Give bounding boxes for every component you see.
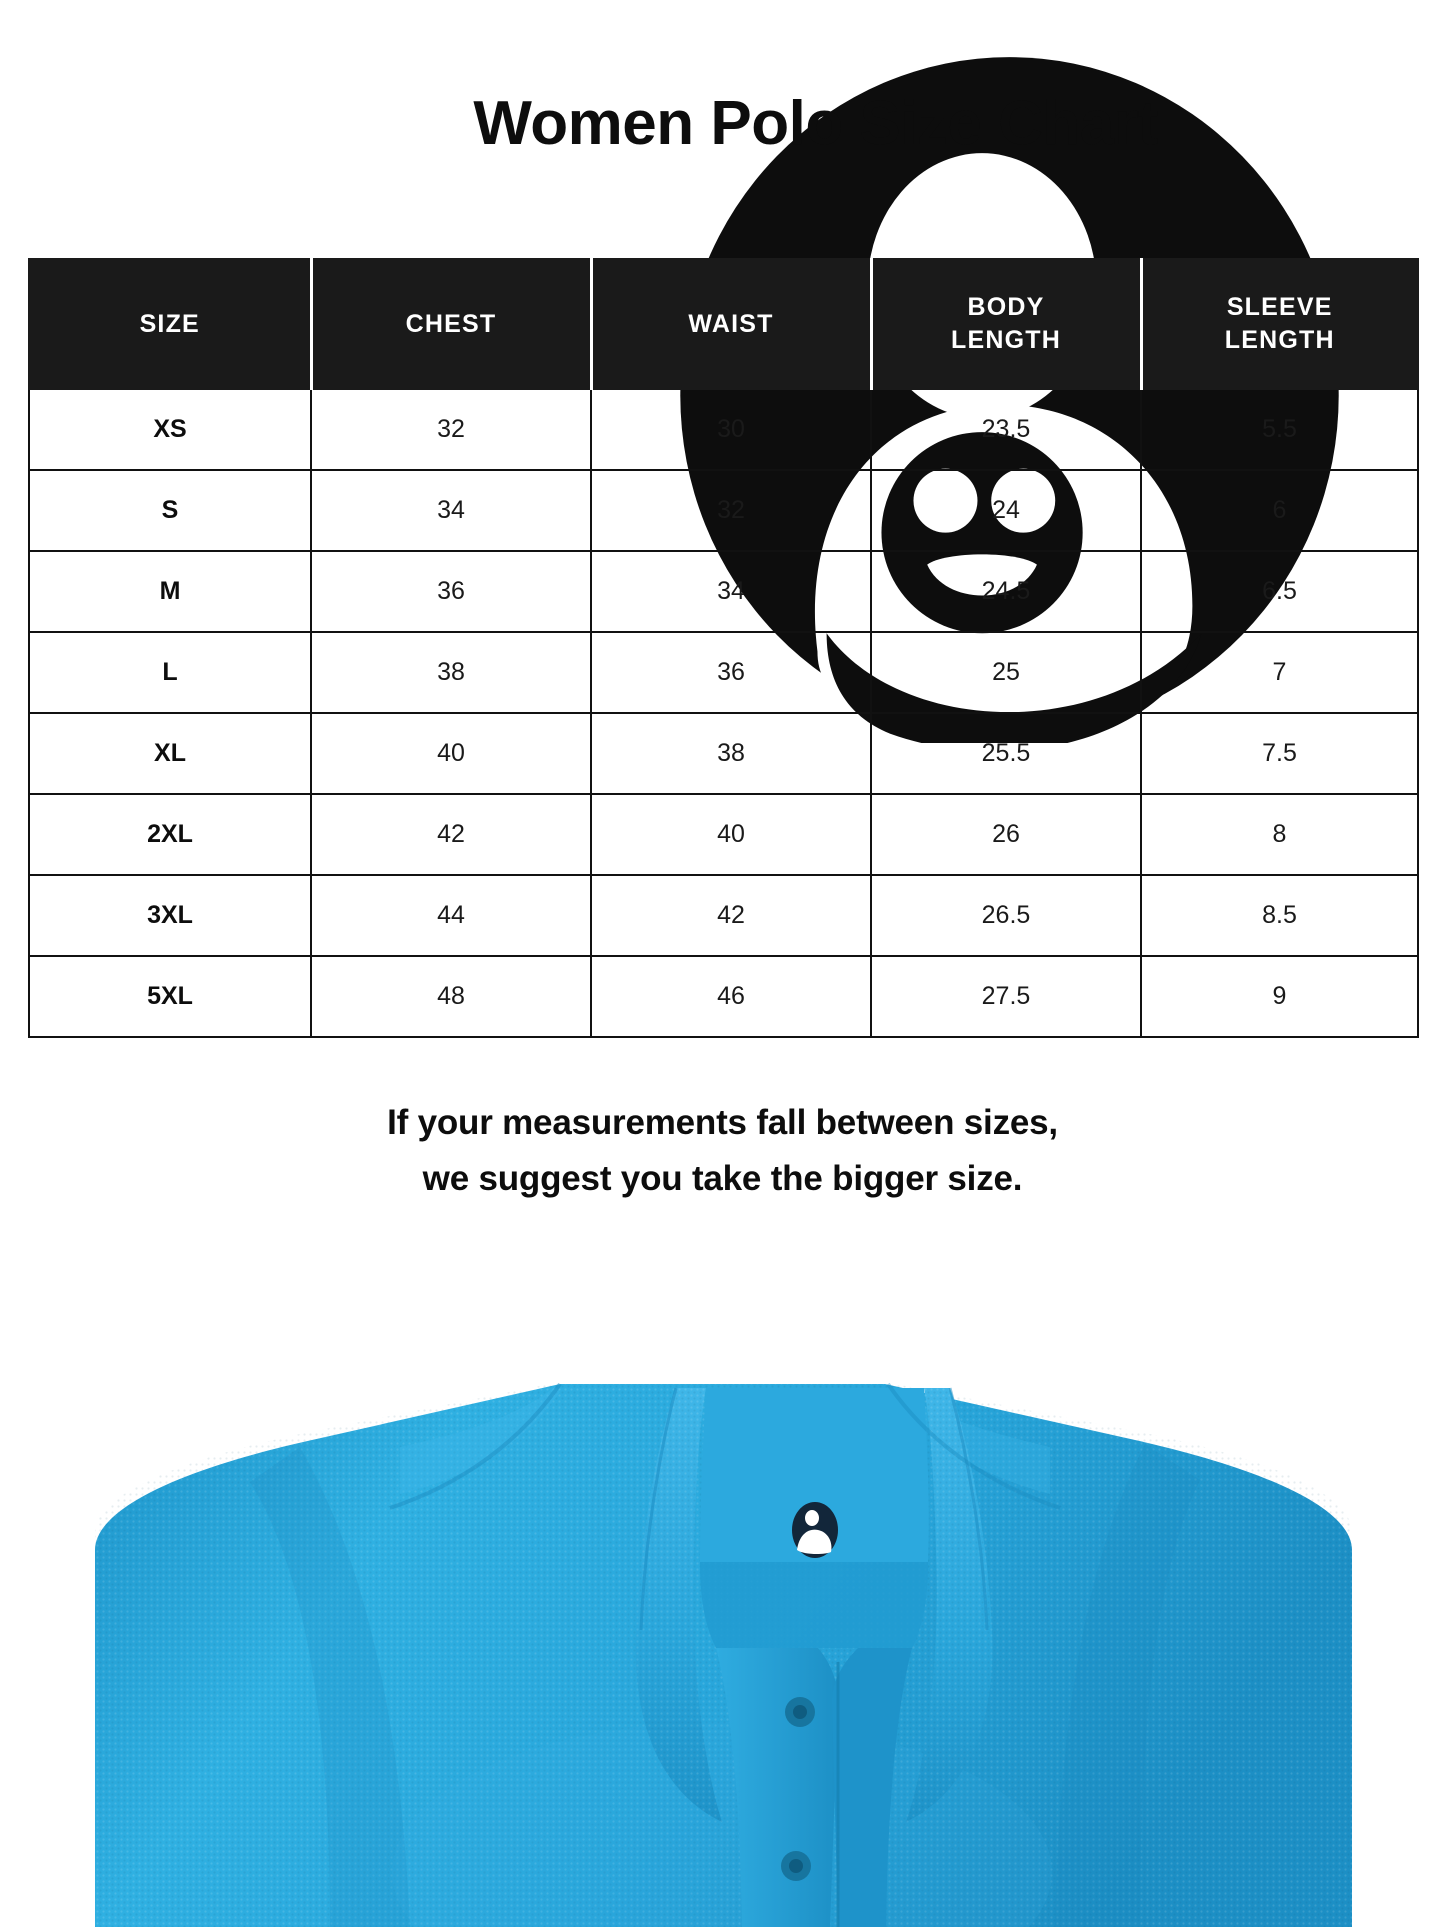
cell-waist: 32: [590, 469, 872, 552]
table-row: 3XL 44 42 26.5 8.5: [28, 874, 1419, 957]
brand-tag-icon: [792, 1502, 838, 1558]
column-header-waist: WAIST: [590, 258, 873, 390]
cell-waist: 46: [590, 955, 872, 1038]
column-header-body-length-line2: LENGTH: [951, 326, 1061, 354]
cell-chest: 40: [310, 712, 592, 795]
cell-size: L: [28, 631, 312, 714]
cell-waist: 40: [590, 793, 872, 876]
mother-and-child-logo-icon: [287, 48, 1340, 743]
polo-neck-panel: [700, 1388, 929, 1648]
column-header-sleeve-length-line2: LENGTH: [1224, 326, 1335, 354]
page-title: Women Polo Size Chart: [473, 89, 1158, 158]
cell-sleeve-length: 9: [1140, 955, 1419, 1038]
table-row: L 38 36 25 7: [28, 631, 1419, 714]
cell-size: M: [28, 550, 312, 633]
sizing-note: If your measurements fall between sizes,…: [0, 1095, 1445, 1207]
cell-sleeve-length: 8: [1140, 793, 1419, 876]
cell-size: 3XL: [28, 874, 312, 957]
table-row: XS 32 30 23.5 5.5: [28, 388, 1419, 471]
table-header-row: SIZE CHEST WAIST BODY LENGTH SLEEVE LENG…: [28, 258, 1419, 390]
cell-waist: 38: [590, 712, 872, 795]
column-header-sleeve-length-line1: SLEEVE: [1226, 293, 1333, 321]
column-header-size-line1: SIZE: [139, 309, 200, 338]
cell-size: S: [28, 469, 312, 552]
column-header-chest-line1: CHEST: [405, 309, 497, 338]
cell-body-length: 26: [870, 793, 1142, 876]
column-header-size: SIZE: [28, 258, 313, 390]
polo-shirt-body: [95, 1382, 1352, 1927]
table-row: S 34 32 24 6: [28, 469, 1419, 552]
cell-waist: 34: [590, 550, 872, 633]
cell-size: 5XL: [28, 955, 312, 1038]
column-header-body-length-line1: BODY: [967, 293, 1045, 321]
cell-sleeve-length: 7: [1140, 631, 1419, 714]
column-header-sleeve-length: SLEEVE LENGTH: [1140, 258, 1419, 390]
cell-size: 2XL: [28, 793, 312, 876]
polo-button: [785, 1697, 815, 1727]
cell-size: XS: [28, 388, 312, 471]
cell-body-length: 25: [870, 631, 1142, 714]
cell-body-length: 24: [870, 469, 1142, 552]
cell-body-length: 26.5: [870, 874, 1142, 957]
cell-sleeve-length: 6: [1140, 469, 1419, 552]
cell-body-length: 25.5: [870, 712, 1142, 795]
polo-collar-left: [635, 1387, 722, 1822]
cell-body-length: 27.5: [870, 955, 1142, 1038]
column-header-chest: CHEST: [310, 258, 593, 390]
table-row: M 36 34 24.5 6.5: [28, 550, 1419, 633]
size-chart-table: SIZE CHEST WAIST BODY LENGTH SLEEVE LENG…: [28, 258, 1419, 1038]
cell-sleeve-length: 8.5: [1140, 874, 1419, 957]
cell-body-length: 24.5: [870, 550, 1142, 633]
cell-sleeve-length: 6.5: [1140, 550, 1419, 633]
polo-placket: [716, 1648, 912, 1927]
column-header-waist-line1: WAIST: [688, 309, 774, 338]
cell-sleeve-length: 7.5: [1140, 712, 1419, 795]
polo-collar-right: [906, 1387, 993, 1822]
table-row: 2XL 42 40 26 8: [28, 793, 1419, 876]
cell-waist: 36: [590, 631, 872, 714]
cell-chest: 34: [310, 469, 592, 552]
cell-chest: 36: [310, 550, 592, 633]
sizing-note-line-2: we suggest you take the bigger size.: [422, 1159, 1023, 1198]
cell-waist: 30: [590, 388, 872, 471]
cell-waist: 42: [590, 874, 872, 957]
cell-chest: 32: [310, 388, 592, 471]
women-polo-shirt-photo: [0, 1232, 1445, 1927]
page-header: Women Polo Size Chart: [0, 34, 1445, 743]
column-header-body-length: BODY LENGTH: [870, 258, 1143, 390]
table-row: 5XL 48 46 27.5 9: [28, 955, 1419, 1038]
cell-size: XL: [28, 712, 312, 795]
cell-body-length: 23.5: [870, 388, 1142, 471]
cell-sleeve-length: 5.5: [1140, 388, 1419, 471]
polo-button: [781, 1851, 811, 1881]
table-row: XL 40 38 25.5 7.5: [28, 712, 1419, 795]
cell-chest: 42: [310, 793, 592, 876]
cell-chest: 48: [310, 955, 592, 1038]
cell-chest: 38: [310, 631, 592, 714]
sizing-note-line-1: If your measurements fall between sizes,: [387, 1103, 1058, 1142]
cell-chest: 44: [310, 874, 592, 957]
